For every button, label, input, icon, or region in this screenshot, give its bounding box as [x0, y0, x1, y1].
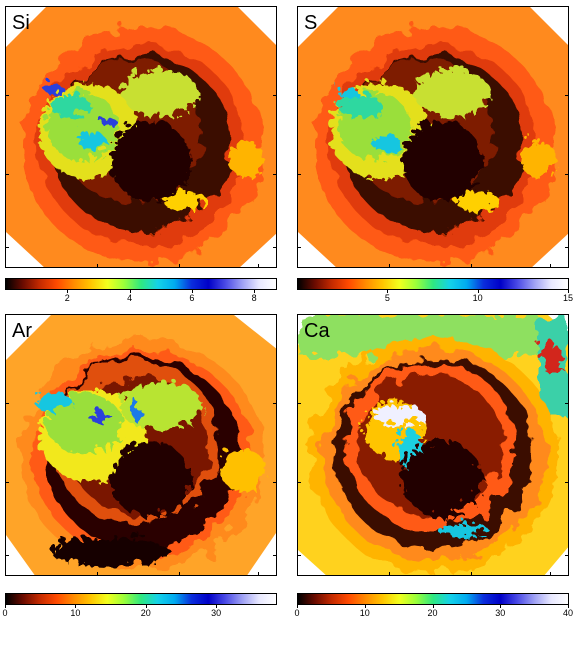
panel-frame-tick [297, 247, 301, 249]
panel-frame-tick [257, 572, 259, 576]
panel-frame-tick [297, 555, 301, 557]
colorbar-tick-label-si: 8 [251, 293, 257, 303]
panel-frame-tick [5, 481, 9, 483]
colorbar-tick-si [67, 290, 69, 293]
colorbar-ar [5, 593, 277, 605]
colorbar-ca [297, 593, 569, 605]
panel-frame-tick [5, 555, 9, 557]
panel-frame-tick [273, 247, 277, 249]
panel-frame-tick [549, 572, 551, 576]
panel-frame-tick [5, 95, 9, 97]
colorbar-s [297, 278, 569, 290]
panel-frame-tick [565, 403, 569, 405]
panel-frame-tick [471, 264, 473, 268]
panel-frame-tick [273, 481, 277, 483]
colorbar-si [5, 278, 277, 290]
colorbar-tick-label-ca: 10 [359, 608, 370, 618]
panel-frame-tick [273, 403, 277, 405]
map-ca-image [298, 315, 568, 575]
colorbar-tick-ca [568, 605, 569, 608]
panel-frame-tick [5, 403, 9, 405]
colorbar-tick-ar [216, 605, 218, 608]
colorbar-tick-ca [297, 605, 298, 608]
abundance-map-ca: Ca [297, 314, 569, 576]
map-si-image [6, 7, 276, 267]
colorbar-tick-s [568, 290, 569, 293]
panel-frame-tick [389, 572, 391, 576]
colorbar-tick-ca [364, 605, 366, 608]
panel-frame-tick [273, 95, 277, 97]
panel-frame-tick [565, 555, 569, 557]
panel-frame-tick [297, 481, 301, 483]
panel-frame-tick [179, 572, 181, 576]
panel-label-ar: Ar [12, 320, 32, 342]
colorbar-tick-label-ca: 40 [562, 608, 574, 618]
colorbar-tick-label-ar: 30 [211, 608, 222, 618]
panel-label-s: S [304, 12, 318, 34]
colorbar-tick-s [387, 290, 389, 293]
colorbar-tick-ca [432, 605, 434, 608]
panel-frame-tick [565, 173, 569, 175]
panel-label-si: Si [12, 12, 30, 34]
colorbar-tick-ca [500, 605, 502, 608]
colorbar-tick-label-si: 6 [189, 293, 195, 303]
map-ar-image [6, 315, 276, 575]
colorbar-tick-label-si: 4 [127, 293, 133, 303]
panel-frame-tick [257, 264, 259, 268]
colorbar-tick-label-ar: 20 [140, 608, 151, 618]
abundance-map-s: S [297, 6, 569, 268]
colorbar-tick-si [191, 290, 193, 293]
panel-frame-tick [5, 247, 9, 249]
panel-frame-tick [5, 173, 9, 175]
panel-frame-tick [565, 95, 569, 97]
panel-frame-tick [549, 264, 551, 268]
colorbar-tick-label-ca: 20 [427, 608, 438, 618]
panel-frame-tick [297, 173, 301, 175]
colorbar-tick-ar [5, 605, 6, 608]
colorbar-tick-label-ca: 30 [495, 608, 506, 618]
colorbar-tick-label-ar: 0 [2, 608, 8, 618]
colorbar-tick-ar [145, 605, 147, 608]
panel-frame-tick [273, 173, 277, 175]
colorbar-tick-label-ar: 10 [70, 608, 81, 618]
panel-frame-tick [297, 95, 301, 97]
colorbar-tick-label-si: 2 [64, 293, 70, 303]
colorbar-tick-si [254, 290, 256, 293]
panel-frame-tick [389, 264, 391, 268]
map-s-image [298, 7, 568, 267]
colorbar-tick-label-s: 10 [472, 293, 483, 303]
panel-label-ca: Ca [304, 320, 330, 342]
panel-frame-tick [565, 481, 569, 483]
panel-frame-tick [565, 247, 569, 249]
panel-frame-tick [273, 555, 277, 557]
panel-frame-tick [97, 264, 99, 268]
colorbar-tick-si [129, 290, 131, 293]
panel-frame-tick [297, 403, 301, 405]
colorbar-tick-label-s: 15 [562, 293, 574, 303]
colorbar-tick-label-s: 5 [384, 293, 390, 303]
abundance-map-si: Si [5, 6, 277, 268]
colorbar-tick-s [477, 290, 479, 293]
panel-frame-tick [471, 572, 473, 576]
colorbar-tick-label-ca: 0 [294, 608, 300, 618]
colorbar-tick-ar [75, 605, 77, 608]
panel-frame-tick [179, 264, 181, 268]
panel-frame-tick [97, 572, 99, 576]
abundance-map-ar: Ar [5, 314, 277, 576]
